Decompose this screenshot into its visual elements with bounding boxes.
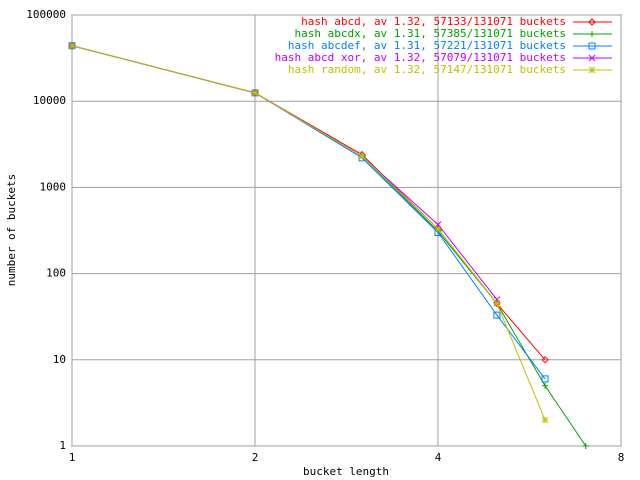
- y-tick-label: 10: [53, 353, 66, 366]
- x-axis-label: bucket length: [303, 465, 389, 478]
- data-point: [589, 31, 595, 37]
- series-line: [71, 45, 587, 447]
- legend-label: hash abcdx, av 1.31, 57385/131071 bucket…: [294, 27, 566, 40]
- plot-frame: [71, 14, 622, 447]
- x-tick-label: 2: [252, 451, 259, 464]
- data-point: [493, 300, 501, 307]
- data-point: [588, 42, 596, 50]
- y-axis-label: number of buckets: [5, 174, 18, 287]
- data-point: [542, 382, 549, 389]
- data-point: [68, 42, 76, 50]
- data-point: [588, 18, 596, 26]
- y-tick-label: 1000: [40, 180, 67, 193]
- series-line: [71, 45, 546, 421]
- data-point: [251, 89, 259, 97]
- data-point: [588, 66, 596, 74]
- y-tick-label: 10000: [33, 94, 66, 107]
- legend-label: hash abcdef, av 1.31, 57221/131071 bucke…: [288, 39, 566, 52]
- data-point: [493, 311, 501, 319]
- legend-label: hash abcd, av 1.32, 57133/131071 buckets: [301, 15, 566, 28]
- legend-label: hash random, av 1.32, 57147/131071 bucke…: [288, 63, 566, 76]
- x-tick-label: 1: [69, 451, 76, 464]
- data-point: [541, 356, 549, 364]
- series-line: [71, 45, 546, 380]
- data-point: [588, 54, 596, 62]
- data-point: [68, 42, 76, 50]
- legend-label: hash abcd xor, av 1.32, 57079/131071 buc…: [275, 51, 566, 64]
- series-line: [71, 45, 498, 300]
- y-tick-label: 100000: [26, 8, 66, 21]
- data-point: [582, 443, 589, 449]
- y-tick-label: 100: [46, 267, 66, 280]
- x-tick-label: 8: [618, 451, 625, 464]
- y-tick-label: 1: [59, 439, 66, 452]
- data-point: [358, 152, 366, 160]
- data-point: [541, 375, 549, 383]
- data-point: [251, 89, 259, 97]
- data-point: [541, 416, 549, 424]
- series-line: [71, 45, 546, 361]
- data-point: [434, 225, 442, 233]
- x-tick-label: 4: [435, 451, 442, 464]
